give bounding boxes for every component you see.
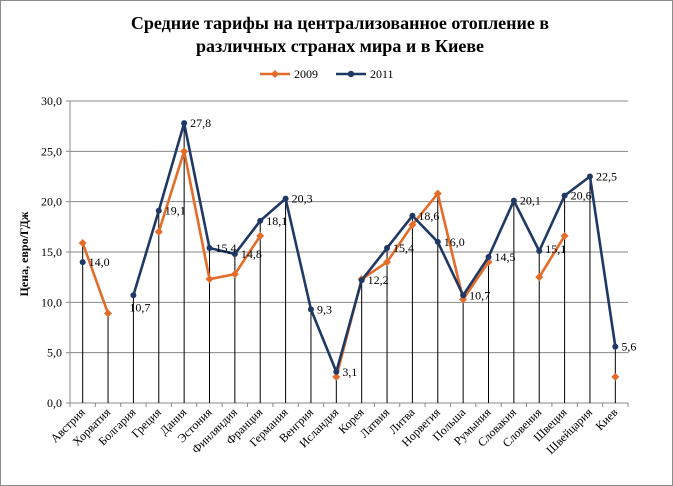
y-tick-label: 5,0 — [47, 346, 62, 360]
point-2011 — [612, 343, 619, 350]
legend-swatch-2009 — [260, 70, 290, 78]
point-2011 — [130, 292, 137, 299]
point-2011 — [155, 207, 162, 214]
data-label: 18,6 — [418, 209, 439, 223]
chart-title: Средние тарифы на централизованное отопл… — [40, 12, 640, 58]
point-2009 — [408, 220, 417, 229]
series-line-2009 — [81, 242, 110, 314]
chart-title-line-2: различных странах мира и в Киеве — [195, 36, 485, 56]
point-2011 — [561, 192, 568, 199]
point-2011 — [307, 306, 314, 313]
point-2011 — [409, 212, 416, 219]
data-label: 20,3 — [292, 192, 313, 206]
chart-title-line-1: Средние тарифы на централизованное отопл… — [130, 13, 550, 33]
y-tick-label: 25,0 — [41, 144, 62, 158]
series-line-2009 — [538, 235, 566, 278]
series-line-2011 — [132, 121, 617, 374]
data-label: 5,6 — [621, 340, 636, 354]
point-2011 — [536, 247, 543, 254]
point-2011 — [510, 197, 517, 204]
data-label: 20,6 — [571, 189, 592, 203]
data-label: 14,8 — [241, 247, 262, 261]
point-2011 — [586, 173, 593, 180]
point-2011 — [460, 292, 467, 299]
y-tick-label: 20,0 — [41, 195, 62, 209]
legend-label-2011: 2011 — [370, 67, 394, 81]
point-2011 — [358, 277, 365, 284]
point-2009 — [78, 238, 87, 247]
point-2009 — [535, 273, 544, 282]
data-label: 9,3 — [317, 302, 332, 316]
data-label: 10,7 — [129, 300, 150, 314]
legend-swatch-2011 — [336, 70, 366, 78]
x-tick-label: Греция — [129, 405, 165, 441]
y-tick-label: 0,0 — [47, 396, 62, 410]
point-2009 — [180, 147, 189, 156]
legend-label-2009: 2009 — [294, 67, 318, 81]
point-2011 — [231, 251, 238, 258]
point-2009 — [104, 309, 113, 318]
data-label: 14,0 — [89, 255, 110, 269]
data-label: 15,1 — [545, 242, 566, 256]
data-label: 20,1 — [520, 194, 541, 208]
point-2009 — [256, 231, 265, 240]
point-2011 — [384, 244, 391, 251]
y-tick-label: 30,0 — [41, 94, 62, 108]
data-label: 15,4 — [216, 241, 237, 255]
point-2011 — [333, 368, 340, 375]
point-2011 — [282, 195, 289, 202]
x-tick-label: Латвия — [357, 405, 393, 441]
y-tick-label: 15,0 — [41, 245, 62, 259]
y-tick-label: 10,0 — [41, 295, 62, 309]
point-2009 — [230, 270, 239, 279]
point-2011 — [181, 120, 188, 127]
data-label: 10,7 — [469, 288, 490, 302]
data-label: 16,0 — [444, 235, 465, 249]
point-2009 — [383, 258, 392, 267]
data-label: 18,1 — [266, 214, 287, 228]
point-2009 — [560, 231, 569, 240]
data-label: 12,2 — [368, 273, 389, 287]
point-2011 — [485, 254, 492, 261]
data-label: 27,8 — [190, 116, 211, 130]
point-2009 — [205, 275, 214, 284]
data-label: 22,5 — [596, 170, 617, 184]
y-axis-title: Цена, евро/ГДж — [17, 211, 31, 296]
data-label: 15,4 — [393, 241, 414, 255]
data-label: 14,5 — [495, 250, 516, 264]
point-2011 — [79, 259, 86, 266]
point-2011 — [257, 217, 264, 224]
point-2011 — [434, 238, 441, 245]
data-label: 19,1 — [165, 204, 186, 218]
point-2009 — [433, 189, 442, 198]
data-label: 3,1 — [342, 365, 357, 379]
x-tick-label: Киев — [593, 405, 621, 433]
point-2009 — [611, 372, 620, 381]
point-2009 — [332, 372, 341, 381]
point-2009 — [154, 227, 163, 236]
point-2011 — [206, 244, 213, 251]
